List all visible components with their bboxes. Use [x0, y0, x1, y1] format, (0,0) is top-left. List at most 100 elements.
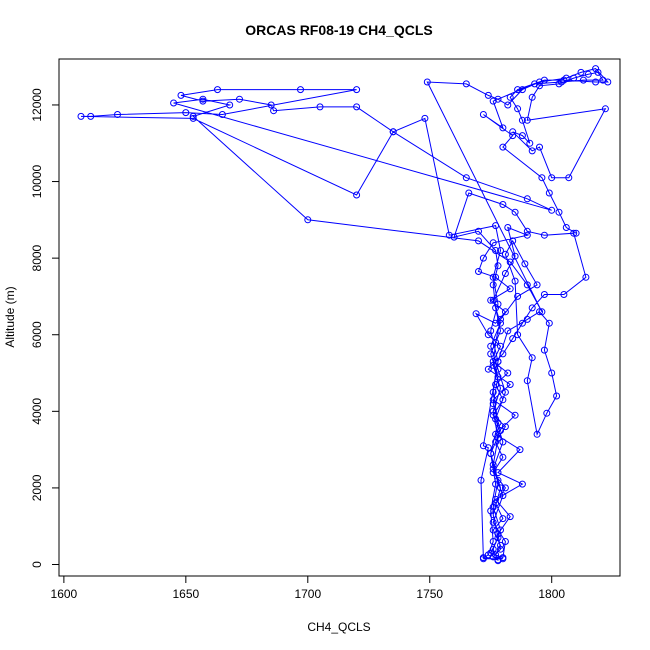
data-point — [521, 260, 529, 268]
data-point — [536, 308, 543, 316]
data-point — [518, 132, 526, 140]
data-point — [497, 315, 504, 323]
data-point — [494, 556, 502, 564]
data-point — [514, 86, 522, 94]
data-point — [497, 545, 504, 553]
data-point — [536, 143, 543, 151]
data-point — [494, 476, 502, 484]
data-point — [462, 174, 470, 182]
data-point — [492, 381, 500, 388]
data-point — [504, 327, 512, 335]
data-point — [499, 438, 507, 446]
data-point — [494, 469, 502, 477]
data-point — [523, 315, 531, 323]
data-point — [492, 222, 500, 230]
data-point — [514, 105, 522, 113]
y-axis-label: Altitude (m) — [3, 286, 17, 347]
data-point — [484, 331, 492, 339]
data-point — [487, 450, 495, 457]
data-point — [489, 469, 497, 477]
data-point — [267, 101, 275, 109]
data-point — [423, 78, 431, 86]
data-point — [504, 224, 512, 231]
data-point — [509, 335, 517, 343]
data-point — [489, 97, 497, 105]
data-point — [501, 308, 509, 316]
data-point — [389, 128, 397, 136]
data-point — [499, 201, 507, 208]
data-point — [538, 308, 546, 316]
data-point — [592, 78, 600, 86]
series-line — [80, 68, 609, 561]
data-point — [316, 103, 324, 111]
data-point — [528, 147, 536, 155]
data-point — [494, 95, 502, 103]
data-point — [492, 338, 500, 346]
data-point — [484, 551, 492, 559]
data-point — [499, 350, 507, 358]
data-point — [475, 237, 482, 245]
data-point — [599, 76, 607, 84]
data-point — [489, 273, 497, 281]
data-point — [492, 247, 500, 254]
data-point — [114, 111, 121, 118]
data-point — [189, 112, 197, 120]
data-point — [506, 513, 514, 521]
data-point — [504, 101, 512, 109]
data-point — [487, 296, 495, 304]
plot-frame — [58, 58, 621, 577]
x-tick-label: 1800 — [538, 587, 565, 601]
data-point — [592, 65, 600, 73]
data-point — [518, 319, 526, 327]
data-point — [489, 388, 497, 396]
x-tick-label: 1750 — [416, 587, 443, 601]
x-axis: 1600 1650 1700 1750 1800 — [51, 576, 565, 601]
data-point — [489, 361, 497, 369]
data-point — [523, 281, 531, 289]
data-point — [189, 114, 197, 122]
data-point — [528, 93, 536, 101]
data-point — [487, 507, 495, 515]
data-point — [533, 281, 541, 289]
data-point — [562, 224, 570, 231]
data-point — [497, 327, 504, 335]
data-point — [570, 229, 578, 237]
x-tick-label: 1650 — [172, 587, 199, 601]
data-point — [514, 292, 522, 300]
data-point — [477, 476, 485, 484]
data-point — [548, 369, 556, 377]
data-point — [579, 76, 587, 84]
data-point — [353, 86, 361, 94]
data-point — [494, 262, 502, 270]
data-point — [538, 174, 546, 182]
data-point — [494, 419, 502, 427]
data-point — [558, 78, 565, 86]
data-point — [540, 291, 548, 298]
data-point — [553, 392, 561, 400]
data-point — [462, 80, 470, 88]
data-point — [199, 97, 207, 105]
data-point — [523, 227, 531, 235]
data-point — [177, 91, 185, 99]
data-point — [494, 373, 502, 381]
data-point — [497, 484, 504, 492]
data-point — [543, 409, 551, 417]
data-point — [487, 350, 495, 358]
data-point — [511, 411, 519, 419]
data-point — [484, 365, 492, 373]
data-point — [492, 495, 500, 503]
data-point — [548, 206, 556, 214]
data-point — [577, 68, 585, 76]
data-point — [214, 86, 221, 94]
y-axis: 0 2000 4000 6000 8000 10000 12000 — [30, 88, 59, 568]
data-point — [506, 258, 514, 266]
data-point — [472, 310, 480, 318]
data-point — [421, 114, 429, 122]
data-point — [236, 95, 243, 103]
data-point — [514, 331, 522, 339]
data-point — [523, 195, 531, 203]
y-tick-label: 10000 — [30, 165, 44, 199]
data-point — [555, 208, 563, 216]
data-point — [509, 132, 517, 140]
data-point — [516, 446, 524, 454]
